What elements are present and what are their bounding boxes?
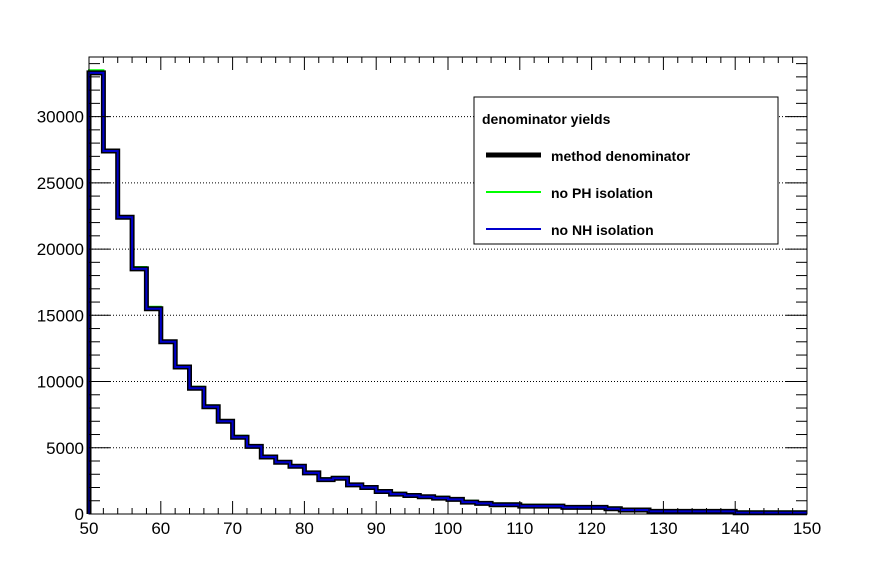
y-tick-label: 15000 xyxy=(37,306,84,325)
x-tick-label: 150 xyxy=(793,519,821,538)
legend-entry-label: method denominator xyxy=(551,148,691,164)
x-tick-label: 120 xyxy=(577,519,605,538)
legend-box xyxy=(473,96,779,245)
x-tick-label: 60 xyxy=(151,519,170,538)
x-tick-label: 130 xyxy=(649,519,677,538)
legend-entry-label: no PH isolation xyxy=(551,185,653,201)
series-line-2 xyxy=(88,71,807,514)
y-tick-label: 30000 xyxy=(37,108,84,127)
x-tick-label: 140 xyxy=(721,519,749,538)
y-tick-label: 25000 xyxy=(37,174,84,193)
legend-title: denominator yields xyxy=(482,111,611,127)
tick-labels: 50 60 70 80 90 100 110 120 130 140 150 0 5000 10000 15… xyxy=(37,108,821,538)
y-tick-label: 20000 xyxy=(37,240,84,259)
y-tick-label: 10000 xyxy=(37,373,84,392)
x-tick-label: 110 xyxy=(506,519,533,538)
y-tick-label: 5000 xyxy=(46,439,84,458)
x-tick-label: 90 xyxy=(367,519,386,538)
axis-ticks xyxy=(88,57,808,515)
x-tick-label: 50 xyxy=(80,519,99,538)
x-tick-label: 100 xyxy=(434,519,462,538)
x-tick-label: 70 xyxy=(223,519,242,538)
y-tick-label: 0 xyxy=(75,505,84,524)
legend-entry-label: no NH isolation xyxy=(551,222,654,238)
x-tick-label: 80 xyxy=(295,519,314,538)
legend: denominator yields method denominator no … xyxy=(473,96,779,245)
series-layer xyxy=(86,69,807,516)
